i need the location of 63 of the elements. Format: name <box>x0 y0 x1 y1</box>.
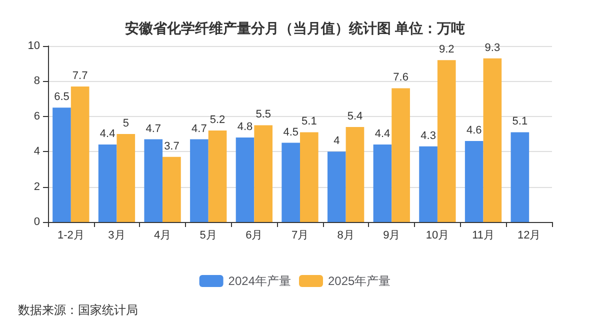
y-tick-label: 8 <box>34 75 40 88</box>
bar <box>346 126 364 222</box>
x-tick-label: 5月 <box>200 230 217 242</box>
bar <box>282 142 300 222</box>
bar <box>483 58 502 222</box>
x-tick-label: 12月 <box>517 230 541 242</box>
data-label: 5.1 <box>302 116 317 128</box>
bar <box>254 125 273 222</box>
bar <box>116 134 136 222</box>
data-label: 5.5 <box>256 108 271 121</box>
bar <box>392 88 410 222</box>
bar <box>300 132 318 222</box>
data-label: 4.3 <box>420 130 436 142</box>
data-label: 7.7 <box>72 70 88 82</box>
data-label: 5.2 <box>210 114 226 126</box>
bar <box>419 146 438 222</box>
chart-title: 安徽省化学纤维产量分月（当月值）统计图 单位：万吨 <box>125 20 465 36</box>
bar <box>162 156 181 222</box>
data-label: 4 <box>334 135 340 148</box>
x-tick-label: 7月 <box>291 230 309 242</box>
data-label: 9.2 <box>438 44 454 56</box>
bar <box>190 139 208 222</box>
bar <box>98 144 117 222</box>
x-tick-label: 1-2月 <box>57 230 84 242</box>
bar <box>510 132 530 222</box>
data-label: 5 <box>122 118 129 130</box>
data-label: 4.5 <box>283 126 298 138</box>
x-tick-label: 4月 <box>154 230 172 242</box>
x-tick-label: 9月 <box>383 230 400 242</box>
bar <box>52 108 71 222</box>
bar <box>208 130 227 222</box>
legend-label: 2025年产量 <box>328 274 391 288</box>
source-note: 数据来源：国家统计局 <box>18 303 138 317</box>
data-label: 7.6 <box>393 72 408 84</box>
data-label: 3.7 <box>164 140 180 152</box>
bar <box>70 86 90 222</box>
data-label: 5.4 <box>347 110 363 122</box>
x-tick-label: 6月 <box>246 230 263 242</box>
data-label: 4.6 <box>466 124 482 137</box>
y-tick-label: 6 <box>34 110 40 122</box>
x-tick-label: 11月 <box>472 230 494 242</box>
bar <box>373 144 392 222</box>
bar <box>144 139 163 222</box>
y-tick-label: 10 <box>28 40 40 52</box>
bar <box>464 141 484 222</box>
y-tick-label: 4 <box>34 146 40 158</box>
bar <box>327 152 346 222</box>
data-label: 6.5 <box>54 91 70 104</box>
bar <box>437 60 456 222</box>
legend-label: 2024年产量 <box>228 274 292 288</box>
x-tick-label: 3月 <box>108 230 126 242</box>
data-label: 5.1 <box>512 116 528 128</box>
x-tick-label: 10月 <box>426 230 450 242</box>
data-label: 4.7 <box>146 122 162 135</box>
data-label: 4.7 <box>192 122 207 135</box>
data-label: 4.8 <box>237 121 253 134</box>
x-tick-label: 8月 <box>337 230 354 242</box>
y-tick-label: 0 <box>34 216 40 228</box>
data-label: 9.3 <box>484 42 500 54</box>
data-label: 4.4 <box>100 128 116 140</box>
bar <box>236 138 254 222</box>
data-label: 4.4 <box>374 128 390 140</box>
y-tick-label: 2 <box>34 180 40 193</box>
